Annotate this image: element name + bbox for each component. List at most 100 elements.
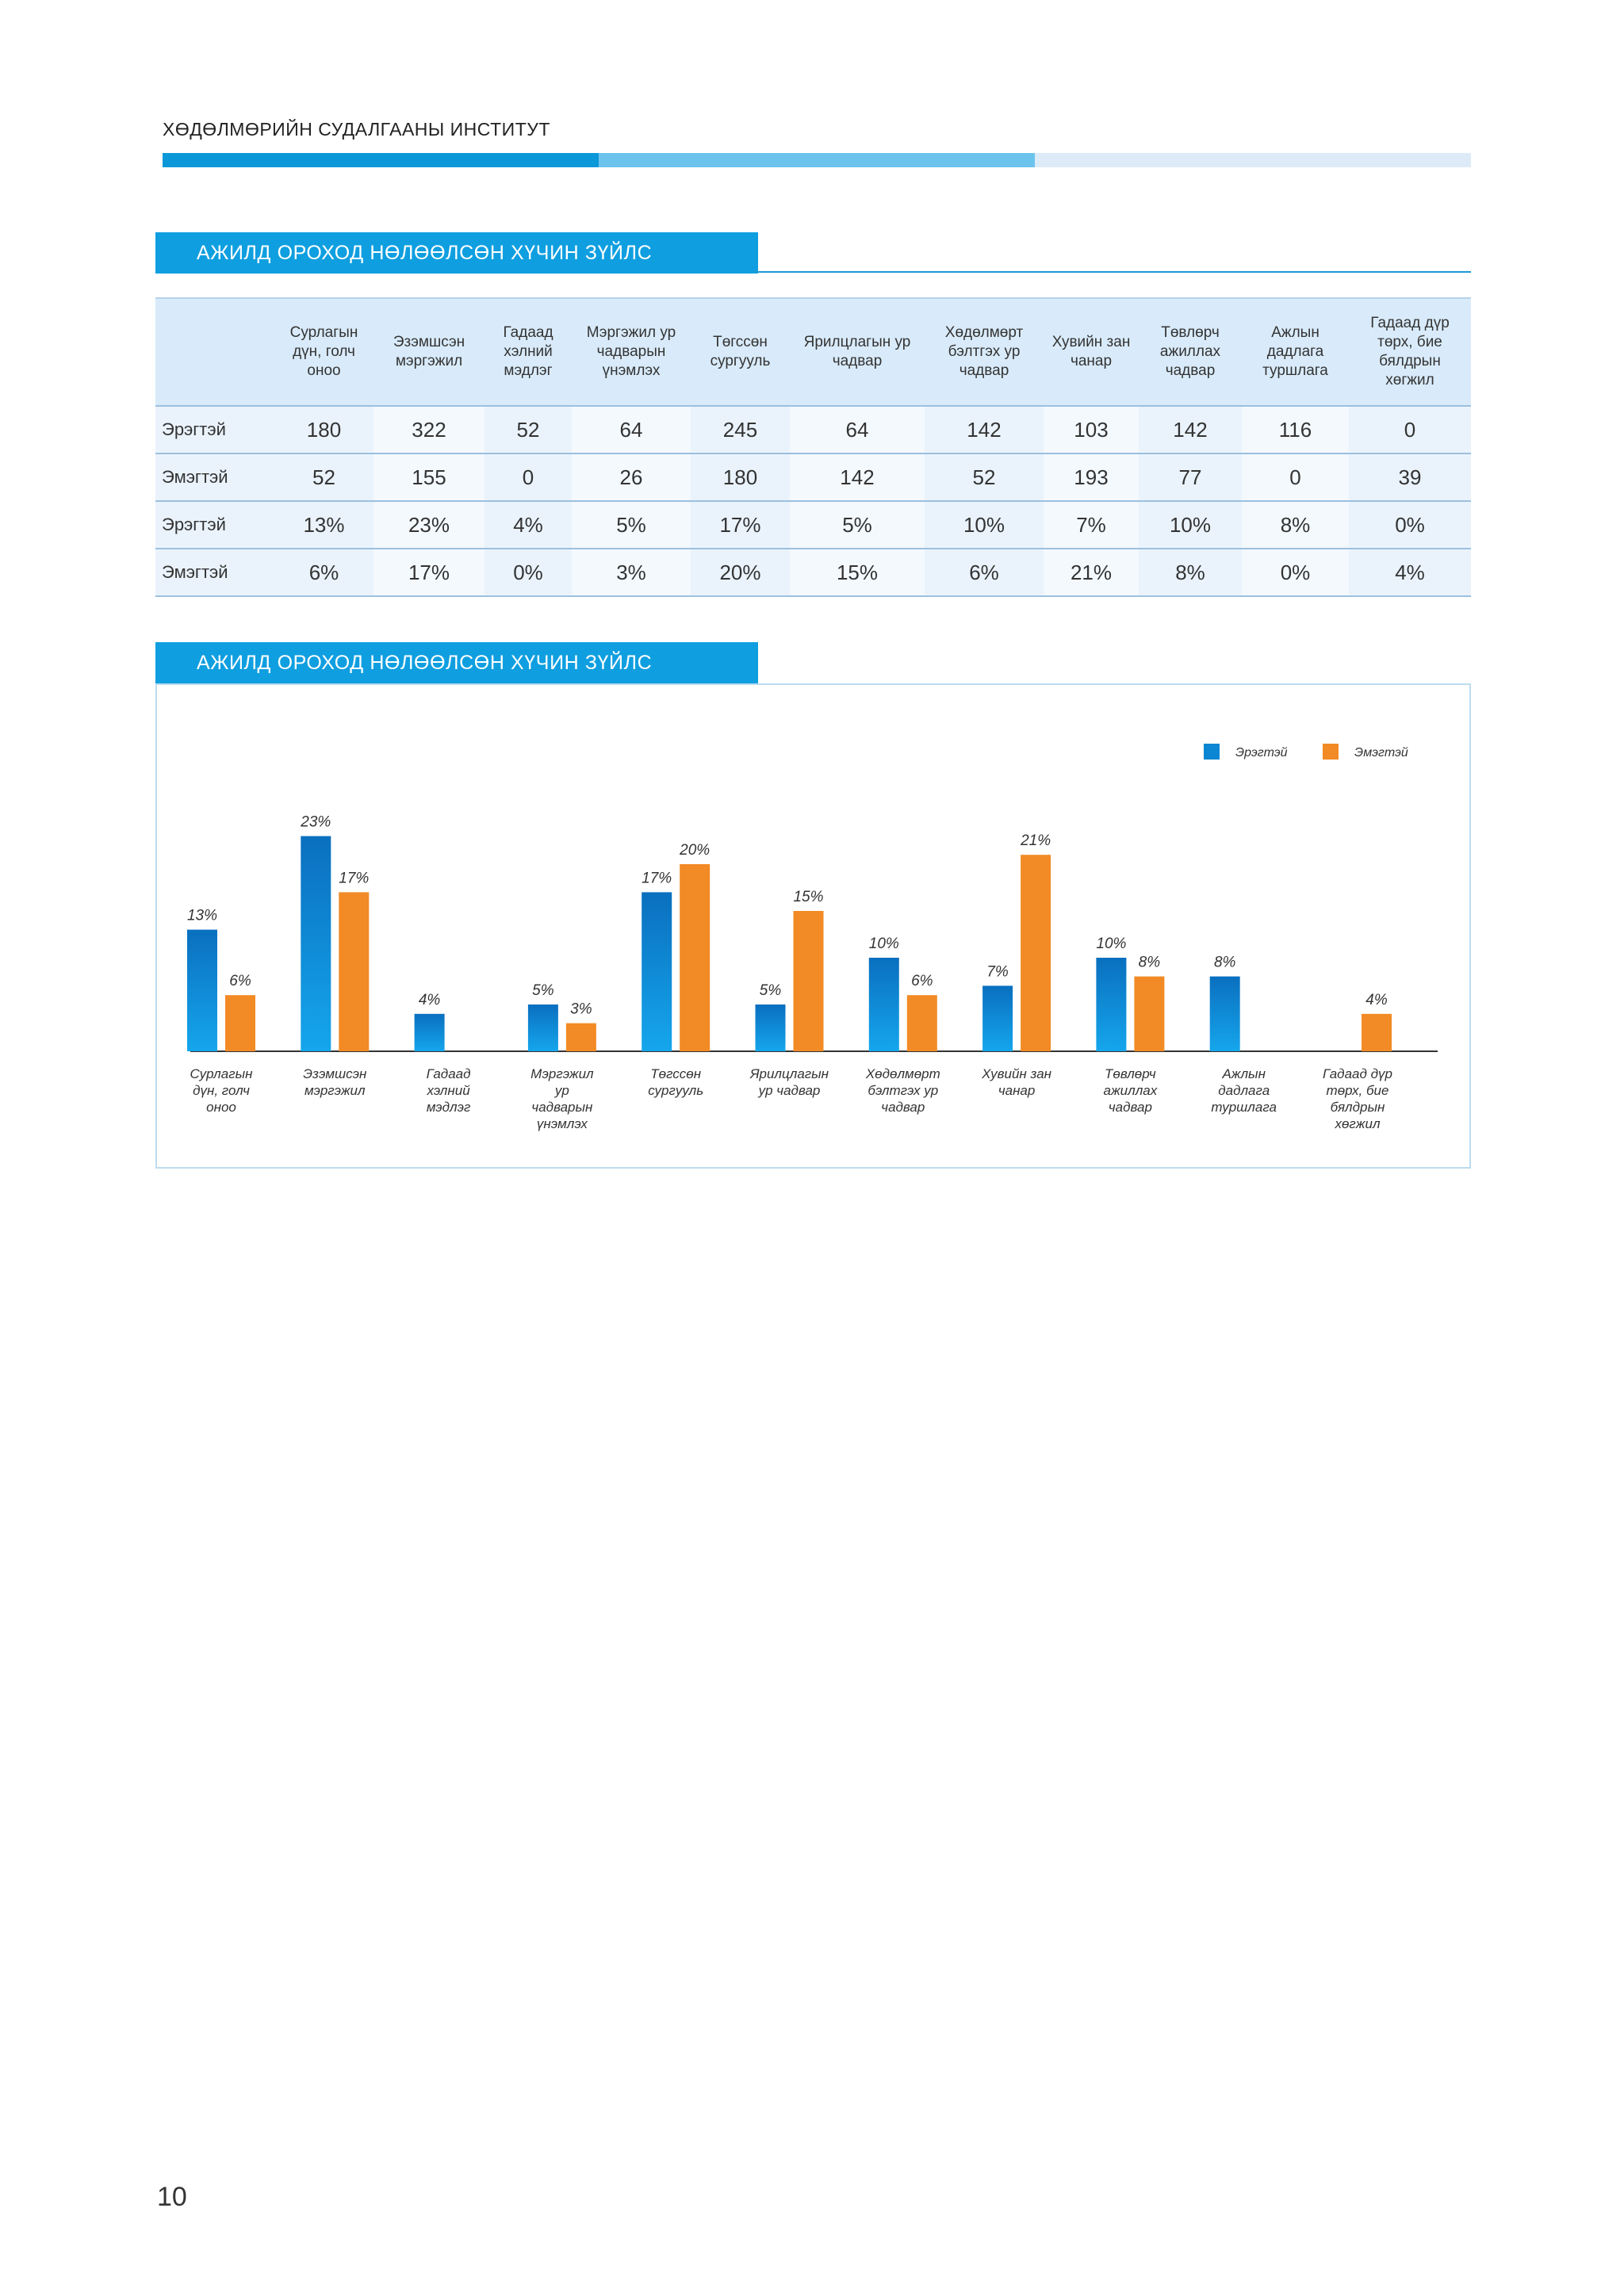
table-cell: 15% bbox=[790, 549, 925, 597]
table-cell: 142 bbox=[1139, 406, 1242, 454]
legend-swatch bbox=[1323, 744, 1339, 760]
page-number: 10 bbox=[157, 2182, 187, 2212]
data-label: 20% bbox=[679, 842, 710, 859]
legend-swatch bbox=[1204, 744, 1220, 760]
table-section-tab: АЖИЛД ОРОХОД НӨЛӨӨЛСӨН ХҮЧИН ЗҮЙЛС bbox=[155, 232, 758, 274]
category-label: Хувийн зан bbox=[981, 1066, 1051, 1081]
table-cell: 3% bbox=[572, 549, 691, 597]
data-label: 17% bbox=[339, 870, 369, 886]
table-section-title: АЖИЛД ОРОХОД НӨЛӨӨЛСӨН ХҮЧИН ЗҮЙЛС bbox=[197, 242, 653, 264]
table-row: Эрэгтэй 180 322 52 64 245 64 142 103 142… bbox=[155, 406, 1471, 454]
category-label: Сурлагын bbox=[190, 1066, 254, 1081]
table-cell: 142 bbox=[790, 453, 925, 502]
category-label: мэдлэг bbox=[427, 1100, 471, 1115]
table-cell: 322 bbox=[373, 406, 485, 454]
table-cell: 20% bbox=[691, 549, 790, 597]
table-cell: 180 bbox=[691, 453, 790, 502]
category-label: чанар bbox=[998, 1083, 1036, 1098]
bar-male bbox=[1096, 958, 1127, 1051]
row-label: Эрэгтэй bbox=[155, 501, 274, 549]
table-cell: 0 bbox=[1349, 406, 1471, 454]
table-row: Эмэгтэй 52 155 0 26 180 142 52 193 77 0 … bbox=[155, 453, 1471, 502]
table-cell: 193 bbox=[1044, 453, 1139, 502]
data-label: 5% bbox=[760, 982, 782, 999]
table-cell: 116 bbox=[1242, 406, 1349, 454]
bar-female bbox=[1021, 855, 1051, 1051]
table-cell: 17% bbox=[373, 549, 485, 597]
table-cell: 0% bbox=[485, 549, 572, 597]
bar-male bbox=[982, 985, 1013, 1051]
table-header-cell: Хөдөлмөрт бэлтгэх ур чадвар bbox=[925, 297, 1044, 407]
bar-female bbox=[339, 892, 370, 1051]
table-cell: 7% bbox=[1044, 501, 1139, 549]
table-cell: 142 bbox=[925, 406, 1044, 454]
table-header-cell: Хувийн зан чанар bbox=[1044, 297, 1139, 407]
table-header-cell: Эзэмшсэн мэргэжил bbox=[373, 297, 485, 407]
table-cell: 0% bbox=[1349, 501, 1471, 549]
category-label: Төвлөрч bbox=[1105, 1066, 1156, 1081]
category-label: чадварын bbox=[531, 1100, 593, 1115]
table-cell: 5% bbox=[790, 501, 925, 549]
category-label: Хөдөлмөрт bbox=[865, 1066, 940, 1081]
table-cell: 0 bbox=[1242, 453, 1349, 502]
chart-container: 13% 6% Сурлагын дүн, голч оноо 23% 17% Эзэмшсэн… bbox=[155, 683, 1471, 1169]
category-label: хөгжил bbox=[1334, 1116, 1380, 1131]
bar-male bbox=[414, 1013, 445, 1051]
category-label: Ажлын bbox=[1221, 1066, 1266, 1081]
table-header-cell: Мэргэжил ур чадварын үнэмлэх bbox=[572, 297, 691, 407]
table-row: Эмэгтэй 6% 17% 0% 3% 20% 15% 6% 21% 8% 0… bbox=[155, 549, 1471, 597]
table-section-underline bbox=[753, 271, 1471, 273]
header-bar-mid bbox=[599, 153, 1035, 167]
table-cell: 155 bbox=[373, 453, 485, 502]
category-label: бялдрын bbox=[1331, 1100, 1385, 1115]
bar-female bbox=[565, 1023, 596, 1051]
data-label: 21% bbox=[1020, 832, 1051, 849]
category-label: ажиллах bbox=[1104, 1083, 1158, 1098]
bar-female bbox=[1362, 1013, 1392, 1051]
category-label: Гадаад bbox=[427, 1066, 471, 1081]
data-label: 4% bbox=[419, 992, 441, 1008]
bar-female bbox=[1134, 976, 1165, 1051]
category-label: дүн, голч bbox=[193, 1083, 250, 1098]
category-label: мэргэжил bbox=[304, 1083, 366, 1098]
table-cell: 52 bbox=[274, 453, 373, 502]
category-label: Гадаад дүр bbox=[1323, 1066, 1392, 1081]
bar-male bbox=[642, 892, 672, 1051]
table-cell: 5% bbox=[572, 501, 691, 549]
table-cell: 39 bbox=[1349, 453, 1471, 502]
table-header-empty bbox=[155, 297, 274, 407]
bar-female bbox=[225, 995, 255, 1051]
bar-chart: 13% 6% Сурлагын дүн, голч оноо 23% 17% Эзэмшсэн… bbox=[187, 744, 1438, 1131]
bar-male bbox=[527, 1004, 558, 1051]
data-label: 5% bbox=[532, 982, 554, 999]
factors-table: Сурлагын дүн, голч оноо Эзэмшсэн мэргэжи… bbox=[155, 297, 1471, 597]
data-label: 15% bbox=[793, 889, 823, 905]
data-label: 6% bbox=[911, 973, 933, 989]
table-cell: 52 bbox=[485, 406, 572, 454]
category-label: Мэргэжил bbox=[530, 1066, 594, 1081]
table-cell: 64 bbox=[572, 406, 691, 454]
table-cell: 6% bbox=[925, 549, 1044, 597]
data-label: 7% bbox=[986, 963, 1009, 980]
table-cell: 10% bbox=[925, 501, 1044, 549]
table-cell: 0 bbox=[485, 453, 572, 502]
table-header-cell: Гадаад хэлний мэдлэг bbox=[485, 297, 572, 407]
table-cell: 0% bbox=[1242, 549, 1349, 597]
category-label: Төгссөн bbox=[650, 1066, 701, 1081]
table-header-cell: Төгссөн сургууль bbox=[691, 297, 790, 407]
category-label: оноо bbox=[206, 1100, 236, 1115]
table-cell: 17% bbox=[691, 501, 790, 549]
bar-female bbox=[680, 864, 710, 1051]
table-cell: 10% bbox=[1139, 501, 1242, 549]
table-cell: 245 bbox=[691, 406, 790, 454]
category-label: сургууль bbox=[648, 1083, 703, 1098]
data-label: 10% bbox=[1096, 936, 1126, 952]
category-label: ур bbox=[554, 1083, 569, 1098]
table-header-cell: Ажлын дадлага туршлага bbox=[1242, 297, 1349, 407]
institute-title: ХӨДӨЛМӨРИЙН СУДАЛГААНЫ ИНСТИТУТ bbox=[163, 119, 550, 140]
bar-male bbox=[755, 1004, 786, 1051]
category-label: ур чадвар bbox=[758, 1083, 821, 1098]
row-label: Эрэгтэй bbox=[155, 406, 274, 454]
table-cell: 180 bbox=[274, 406, 373, 454]
data-label: 10% bbox=[869, 936, 899, 952]
